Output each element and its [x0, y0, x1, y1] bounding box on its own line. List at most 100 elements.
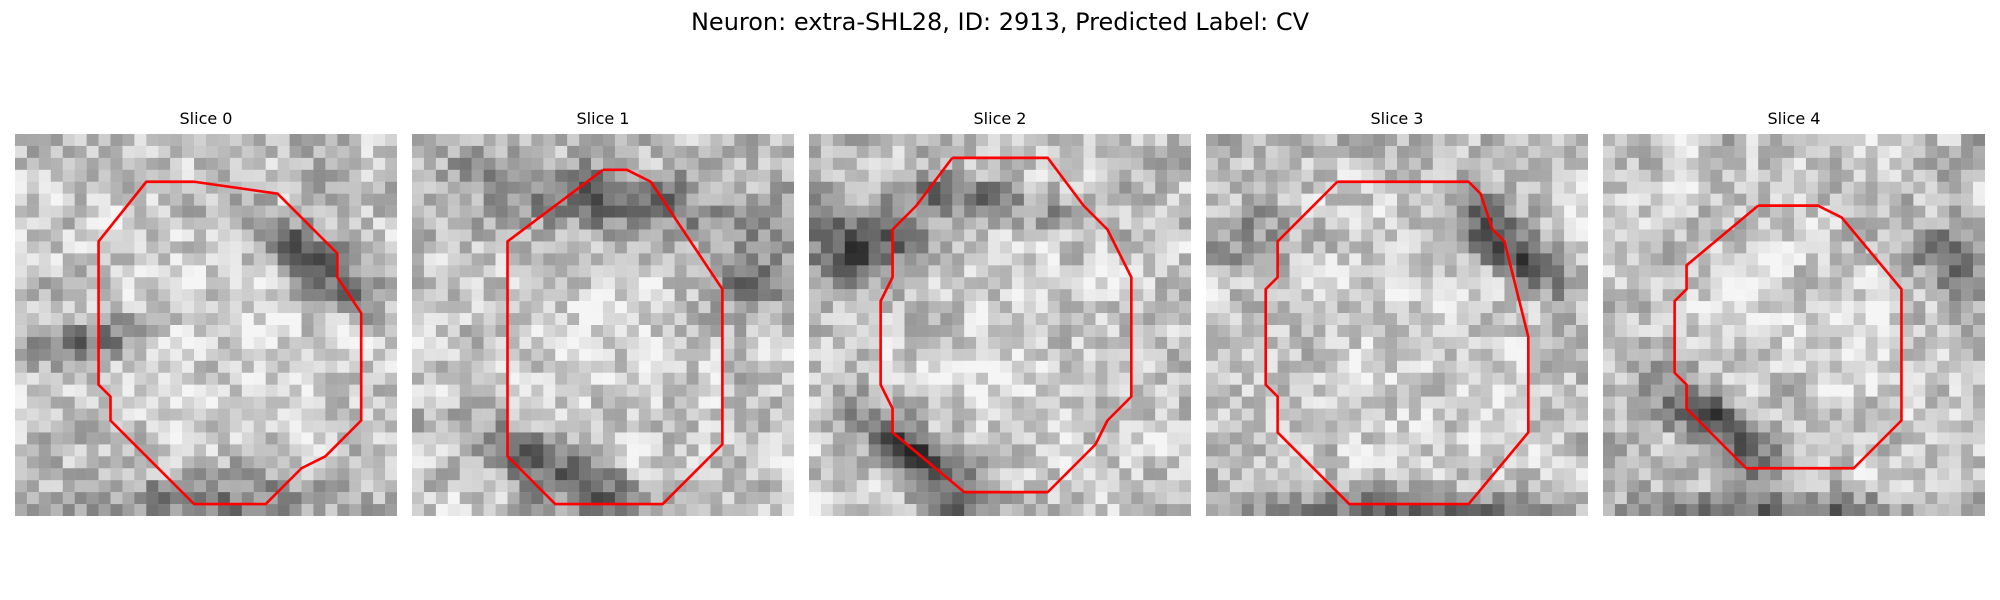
pixel	[435, 384, 449, 397]
pixel	[507, 504, 520, 516]
pixel	[710, 289, 723, 302]
pixel	[555, 313, 568, 326]
pixel	[758, 134, 771, 147]
pixel	[1301, 492, 1314, 505]
pixel	[182, 456, 195, 469]
pixel	[555, 360, 568, 373]
pixel	[1035, 134, 1048, 147]
pixel	[904, 444, 917, 457]
pixel	[976, 217, 989, 230]
pixel	[1722, 372, 1735, 385]
pixel	[98, 289, 111, 302]
pixel	[674, 325, 687, 338]
pixel	[26, 277, 40, 290]
pixel	[1913, 169, 1926, 182]
pixel	[1083, 456, 1096, 469]
pixel	[1217, 492, 1231, 505]
pixel	[26, 480, 40, 493]
pixel	[277, 253, 290, 266]
pixel	[1071, 396, 1084, 409]
pixel	[928, 134, 941, 147]
pixel	[110, 241, 123, 254]
pixel	[86, 265, 99, 278]
pixel	[758, 289, 771, 302]
pixel	[1468, 348, 1481, 362]
pixel	[1650, 277, 1663, 290]
pixel	[1734, 396, 1747, 409]
pixel	[1686, 301, 1699, 314]
pixel	[1373, 253, 1386, 266]
pixel	[1432, 408, 1445, 421]
pixel	[229, 420, 243, 433]
pixel	[809, 301, 822, 314]
pixel	[1349, 217, 1362, 230]
pixel	[1397, 360, 1410, 373]
pixel	[880, 480, 893, 493]
pixel	[531, 384, 544, 397]
pixel	[1937, 372, 1950, 385]
pixel	[519, 289, 532, 302]
pixel	[495, 360, 508, 373]
pixel	[337, 420, 350, 433]
pixel	[373, 492, 386, 505]
pixel	[856, 205, 869, 218]
pixel	[447, 480, 460, 493]
pixel	[1143, 181, 1156, 194]
pixel	[1000, 145, 1013, 159]
pixel	[289, 301, 302, 314]
pixel	[782, 420, 794, 433]
pixel	[1444, 372, 1457, 385]
pixel	[1289, 301, 1302, 314]
pixel	[495, 265, 508, 278]
pixel	[940, 432, 953, 445]
pixel	[373, 468, 386, 481]
pixel	[217, 205, 231, 218]
pixel	[1420, 145, 1434, 159]
pixel	[1468, 372, 1481, 385]
pixel	[1492, 301, 1505, 314]
pixel	[988, 456, 1001, 469]
pixel	[217, 444, 231, 457]
pixel	[1516, 492, 1529, 505]
pixel	[1949, 289, 1962, 302]
pixel	[928, 301, 941, 314]
pixel	[1564, 504, 1577, 516]
pixel	[770, 229, 783, 242]
pixel	[1071, 217, 1084, 230]
pixel	[62, 492, 75, 505]
pixel	[74, 504, 87, 516]
pixel	[1011, 444, 1025, 457]
pixel	[1071, 384, 1084, 397]
pixel	[1949, 169, 1962, 182]
pixel	[146, 241, 159, 254]
pixel	[892, 348, 905, 362]
pixel	[1614, 420, 1628, 433]
pixel	[1516, 157, 1529, 171]
pixel	[1468, 336, 1481, 350]
pixel	[1901, 229, 1914, 242]
pixel	[1337, 396, 1350, 409]
pixel	[1456, 325, 1469, 338]
pixel	[916, 396, 929, 409]
pixel	[940, 408, 953, 421]
pixel	[1698, 277, 1711, 290]
pixel	[1973, 265, 1985, 278]
pixel	[146, 134, 159, 147]
pixel	[988, 348, 1001, 362]
pixel	[206, 444, 219, 457]
pixel	[385, 289, 397, 302]
pixel	[206, 241, 219, 254]
pixel	[832, 420, 846, 433]
pixel	[1925, 253, 1938, 266]
pixel	[1456, 336, 1469, 350]
pixel	[1973, 432, 1985, 445]
pixel	[1734, 241, 1747, 254]
pixel	[62, 325, 75, 338]
pixel	[1626, 444, 1640, 457]
pixel	[1035, 265, 1048, 278]
pixel	[1841, 205, 1854, 218]
pixel	[1155, 289, 1168, 302]
pixel	[710, 492, 723, 505]
pixel	[86, 504, 99, 516]
pixel	[1603, 396, 1616, 409]
